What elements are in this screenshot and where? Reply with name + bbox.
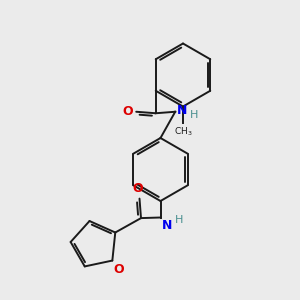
Text: O: O bbox=[122, 105, 133, 118]
Text: O: O bbox=[133, 182, 143, 195]
Text: CH$_3$: CH$_3$ bbox=[174, 125, 192, 138]
Text: O: O bbox=[114, 263, 124, 276]
Text: H: H bbox=[175, 215, 183, 225]
Text: H: H bbox=[190, 110, 198, 120]
Text: N: N bbox=[162, 219, 172, 232]
Text: N: N bbox=[177, 104, 187, 117]
